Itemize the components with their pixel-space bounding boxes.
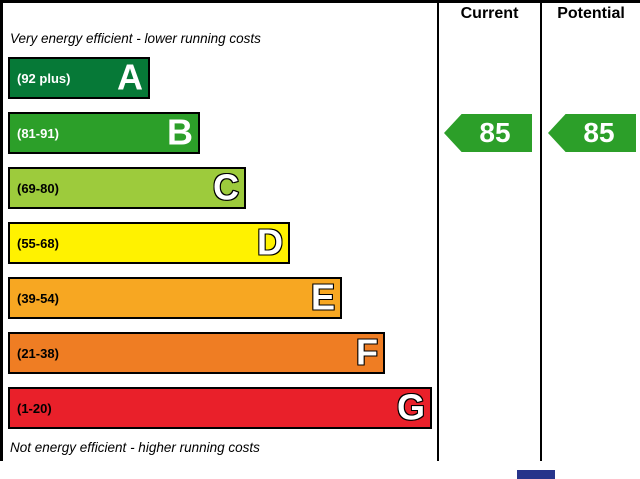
potential-column-header: Potential [557,4,625,22]
chart-border-left [0,0,3,461]
band-range-label: (69-80) [17,180,59,196]
band-range-label: (39-54) [17,290,59,306]
band-letter: F [355,331,379,373]
potential-column-divider [540,0,542,461]
current-column-header: Current [460,4,519,22]
band-range-label: (21-38) [17,345,59,361]
band-a: (92 plus) A [8,57,150,99]
band-letter: G [396,386,426,428]
band-range-label: (55-68) [17,235,59,251]
band-f: (21-38) F [8,332,385,374]
band-range-label: (92 plus) [17,70,71,86]
band-g: (1-20) G [8,387,432,429]
band-d: (55-68) D [8,222,290,264]
band-letter: B [167,111,193,153]
potential-rating-arrow: 85 [548,114,636,152]
band-letter: C [212,166,240,208]
top-caption: Very energy efficient - lower running co… [10,31,261,46]
eu-logo-partial [517,470,555,479]
band-letter: D [256,221,284,263]
band-letter: E [310,276,336,318]
current-column-divider [437,0,439,461]
band-e: (39-54) E [8,277,342,319]
current-rating-arrow: 85 [444,114,532,152]
band-c: (69-80) C [8,167,246,209]
band-range-label: (81-91) [17,125,59,141]
band-range-label: (1-20) [17,400,52,416]
bottom-caption: Not energy efficient - higher running co… [10,440,260,455]
header-underline [0,0,640,2]
band-letter: A [117,56,143,98]
band-b: (81-91) B [8,112,200,154]
